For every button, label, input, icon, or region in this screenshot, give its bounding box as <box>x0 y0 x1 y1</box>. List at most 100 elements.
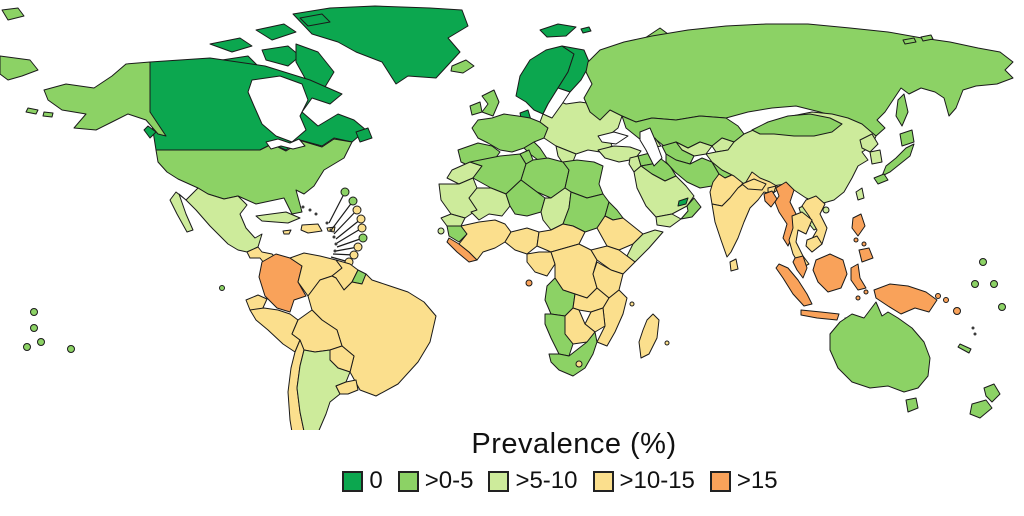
legend-item-1: >0-5 <box>397 467 474 495</box>
caspian-sea <box>639 127 663 167</box>
region-south-korea <box>869 149 883 165</box>
region-uae <box>677 197 689 207</box>
region-north-korea <box>859 133 879 153</box>
region-ivory-coast-ghana <box>458 219 512 261</box>
map-caption: Prevalence (%) 0 >0-5 >5-10 >10-15 >15 <box>0 428 1024 495</box>
world-map <box>0 5 1014 430</box>
region-western-europe <box>471 113 549 153</box>
region-malaysia-peninsula <box>792 255 808 279</box>
region-pacific-island <box>30 324 38 332</box>
region-japan <box>899 129 915 147</box>
region-new-siberian-islands <box>902 37 917 45</box>
legend-item-4: >15 <box>709 467 778 495</box>
region-svalbard <box>580 26 592 34</box>
bahamas-islet <box>308 208 312 212</box>
region-sakhalin <box>895 93 909 127</box>
lesser-antilles-islet <box>329 228 333 232</box>
region-greenland <box>292 5 469 85</box>
black-sea <box>597 131 629 145</box>
region-cuba <box>255 211 301 224</box>
legend-item-0: 0 <box>342 467 383 495</box>
region-peru <box>249 307 301 353</box>
region-canadian-arctic <box>261 45 301 67</box>
region-australia <box>829 301 931 393</box>
region-comoros <box>629 301 635 307</box>
region-solomon-islands <box>935 293 941 299</box>
region-caribbean-callout <box>356 214 366 224</box>
region-java <box>800 309 840 321</box>
legend-title: Prevalence (%) <box>471 428 677 460</box>
region-hainan <box>822 206 830 214</box>
region-moluccas <box>855 295 861 301</box>
region-chukotka <box>0 55 39 81</box>
region-new-zealand <box>983 383 1001 403</box>
vanuatu-islet <box>971 326 975 330</box>
region-pacific-island <box>30 308 38 316</box>
region-canadian-arctic <box>255 23 297 41</box>
region-philippines <box>851 213 866 237</box>
region-sumatra <box>775 263 813 307</box>
region-gabon-congo <box>526 251 556 277</box>
region-taiwan <box>855 187 865 201</box>
region-pacific-island <box>998 303 1006 311</box>
region-bangladesh <box>763 190 778 208</box>
region-solomon-islands <box>943 297 949 303</box>
region-yemen <box>655 213 682 228</box>
legend-swatch-1 <box>397 470 419 492</box>
region-cape-verde <box>437 227 445 235</box>
region-canadian-arctic <box>209 37 253 53</box>
hudson-bay <box>247 75 309 143</box>
region-caribbean-callout <box>357 223 367 233</box>
bahamas-islet <box>301 205 305 209</box>
region-colombia <box>258 253 307 313</box>
great-lakes <box>265 138 306 150</box>
region-senegal <box>440 213 466 227</box>
region-aleutians <box>42 111 54 118</box>
region-zimbabwe <box>584 307 606 333</box>
region-caribbean-callout <box>358 233 368 243</box>
legend-item-2: >5-10 <box>488 467 578 495</box>
region-madagascar <box>638 313 660 359</box>
region-oman <box>680 197 702 220</box>
region-uganda-kenya <box>590 245 636 275</box>
region-solomon-islands <box>953 307 961 315</box>
lesser-antilles-islet <box>325 221 329 225</box>
region-aleutians <box>25 107 39 115</box>
region-nepal <box>741 178 767 191</box>
legend-label-0: 0 <box>369 467 383 494</box>
region-pacific-island <box>37 338 45 346</box>
region-nigeria <box>504 227 540 255</box>
region-caribbean-callout <box>348 196 358 206</box>
region-japan <box>881 143 915 177</box>
legend-swatch-4 <box>709 470 731 492</box>
region-namibia <box>544 313 574 357</box>
legend-label-1: >0-5 <box>424 467 474 494</box>
legend-label-4: >15 <box>736 467 778 494</box>
legend-swatch-2 <box>488 470 510 492</box>
region-somalia <box>626 229 664 263</box>
legend-swatch-0 <box>342 470 364 492</box>
region-tasmania <box>905 397 919 413</box>
region-uk <box>481 89 500 117</box>
region-lesotho <box>575 360 583 368</box>
lesser-antilles-islet <box>333 249 337 253</box>
region-philippines <box>853 237 859 243</box>
region-caribbean-callout <box>349 250 359 260</box>
region-pacific-island <box>979 258 987 266</box>
region-iceland <box>450 59 475 74</box>
region-vancouver-island <box>143 125 157 139</box>
region-newfoundland <box>355 127 373 143</box>
legend-swatch-3 <box>592 470 614 492</box>
region-argentina <box>296 349 351 430</box>
region-usa <box>155 138 353 215</box>
region-bhutan <box>767 185 777 193</box>
region-pacific-island <box>67 345 75 353</box>
region-alaska <box>43 61 167 137</box>
vanuatu-islet <box>973 332 977 336</box>
region-new-siberian-islands <box>920 34 934 42</box>
region-new-guinea <box>873 283 938 315</box>
region-galapagos <box>219 285 225 291</box>
baltic-sea <box>542 87 571 119</box>
region-jamaica <box>282 229 292 235</box>
